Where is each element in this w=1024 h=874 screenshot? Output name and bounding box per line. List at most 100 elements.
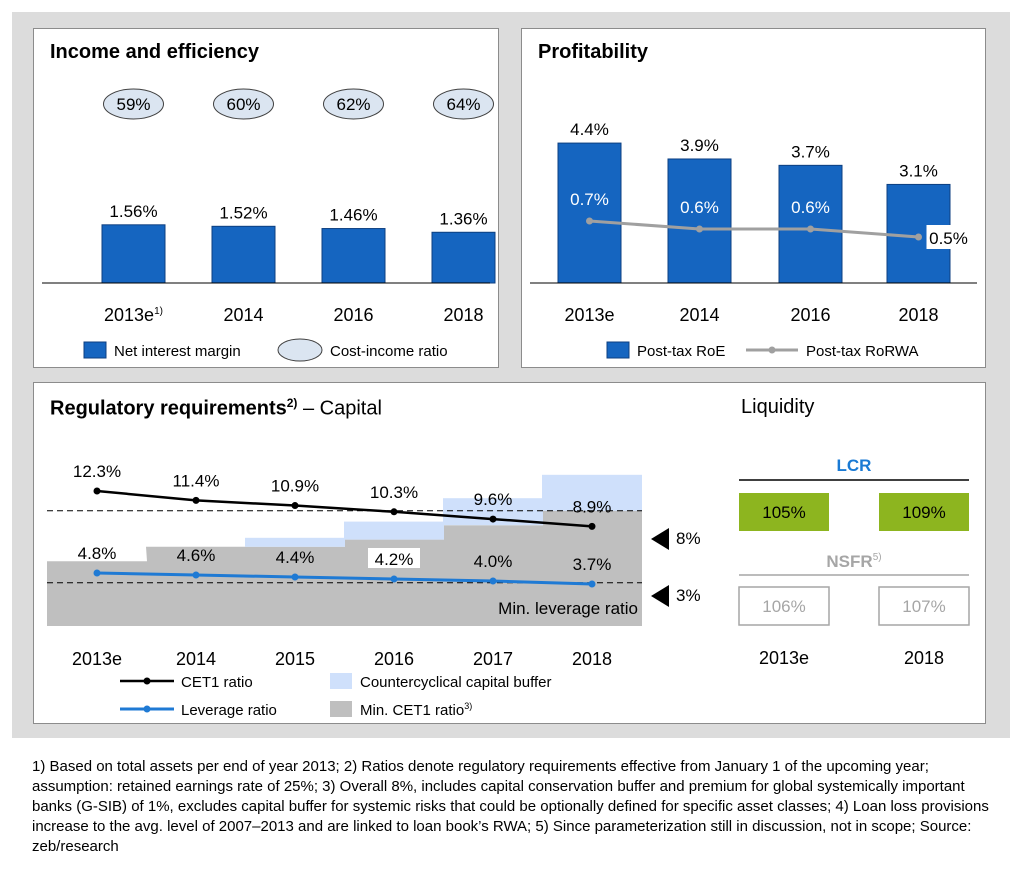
x-tick-label: 2013e1) xyxy=(104,305,163,325)
legend-rorwa-marker xyxy=(768,346,776,354)
cet1-value-label: 10.3% xyxy=(370,483,418,502)
cet1-point xyxy=(192,496,200,504)
cost-income-oval xyxy=(213,88,274,120)
x-tick-label: 2018 xyxy=(898,305,938,325)
x-tick-label: 2013e xyxy=(72,649,122,669)
cet1-point xyxy=(588,522,596,530)
leverage-value-label: 4.8% xyxy=(78,544,117,563)
income-efficiency-panel: Income and efficiency 59% 1.56% 2013e1) 60%… xyxy=(33,28,499,368)
arrow-3 xyxy=(651,585,669,607)
cet1-value-label: 11.4% xyxy=(173,471,220,490)
leverage-point xyxy=(489,577,497,585)
legend-cet1-label: CET1 ratio xyxy=(181,674,253,691)
nsfr-footnote: 5) xyxy=(873,552,882,563)
x-tick-label: 2014 xyxy=(176,649,216,669)
nim-bar xyxy=(431,231,496,284)
regulatory-panel: Regulatory requirements2) – Capital Liqu… xyxy=(33,382,986,724)
nsfr-value: 107% xyxy=(902,597,945,616)
legend-ccb-swatch xyxy=(330,673,352,689)
x-tick-label: 2014 xyxy=(679,305,719,325)
leverage-value-label: 4.0% xyxy=(474,552,513,571)
nim-bar xyxy=(211,225,276,284)
legend-min-cet1-swatch xyxy=(330,701,352,717)
cost-income-oval xyxy=(433,88,494,120)
regulatory-title-sup: 2) xyxy=(286,396,298,410)
leverage-point xyxy=(588,580,596,588)
liquidity-title: Liquidity xyxy=(741,396,815,418)
lcr-value: 105% xyxy=(762,503,805,522)
threshold-3-label: 3% xyxy=(676,586,701,605)
legend-min-cet1-footnote: 3) xyxy=(464,701,472,711)
liquidity-year-label: 2018 xyxy=(904,648,944,668)
legend-leverage-label: Leverage ratio xyxy=(181,702,277,719)
rorwa-label-bg xyxy=(926,225,971,249)
roe-value-label: 3.9% xyxy=(680,136,719,155)
roe-bar xyxy=(667,158,732,284)
legend-rorwa-label: Post-tax RoRWA xyxy=(806,343,919,360)
cost-income-label: 60% xyxy=(226,95,260,114)
countercyclical-buffer-area xyxy=(344,521,444,540)
legend-cet1-marker xyxy=(143,677,151,685)
regulatory-title-rest: – Capital xyxy=(302,397,382,420)
cet1-point xyxy=(93,487,101,495)
footnote: 1) Based on total assets per end of year… xyxy=(32,758,989,855)
cet1-line xyxy=(96,489,593,528)
x-tick-label: 2016 xyxy=(790,305,830,325)
cost-income-label: 59% xyxy=(116,95,150,114)
legend-cir-label: Cost-income ratio xyxy=(330,343,448,360)
leverage-point xyxy=(291,573,299,581)
liquidity-year-label: 2013e xyxy=(759,648,809,668)
roe-value-label: 3.1% xyxy=(899,161,938,180)
x-tick-footnote: 1) xyxy=(154,306,163,317)
leverage-point xyxy=(390,575,398,583)
legend-nim-swatch xyxy=(83,341,107,359)
legend-ccb-label: Countercyclical capital buffer xyxy=(360,674,551,691)
nim-value-label: 1.52% xyxy=(219,203,267,222)
cost-income-oval xyxy=(103,88,164,120)
roe-bar xyxy=(778,164,843,284)
cet1-point xyxy=(489,515,497,523)
rorwa-point xyxy=(696,225,703,233)
x-tick-label: 2018 xyxy=(572,649,612,669)
regulatory-title: Regulatory requirements2) – Capital xyxy=(50,396,382,421)
cost-income-label: 62% xyxy=(336,95,370,114)
rorwa-value-label: 0.6% xyxy=(680,198,719,217)
legend-nim-label: Net interest margin xyxy=(114,343,241,360)
nim-value-label: 1.56% xyxy=(109,202,157,221)
lcr-value-box xyxy=(879,493,969,531)
profitability-panel: Profitability 4.4% 2013e 3.9% 2014 3.7% 2016 3… xyxy=(521,28,986,368)
cet1-value-label: 12.3% xyxy=(73,462,121,481)
regulatory-chart: Min. leverage ratio 8% 3% 12.3% 11.4% 10.9% 10… xyxy=(47,456,970,719)
nim-value-label: 1.36% xyxy=(439,209,487,228)
rorwa-point xyxy=(807,225,814,233)
legend-roe-label: Post-tax RoE xyxy=(637,343,725,360)
x-tick-label: 2016 xyxy=(333,305,373,325)
x-tick-label: 2014 xyxy=(223,305,263,325)
roe-value-label: 3.7% xyxy=(791,142,830,161)
roe-value-label: 4.4% xyxy=(570,120,609,139)
x-tick-label: 2016 xyxy=(374,649,414,669)
cet1-value-label: 9.6% xyxy=(474,490,513,509)
leverage-label-bg xyxy=(368,548,420,568)
threshold-8-label: 8% xyxy=(676,529,701,548)
lcr-value-box xyxy=(739,493,829,531)
rorwa-point xyxy=(915,233,922,241)
cet1-value-label: 8.9% xyxy=(573,497,612,516)
countercyclical-buffer-area xyxy=(245,537,345,547)
profitability-title: Profitability xyxy=(538,41,649,63)
min-cet1-area xyxy=(47,510,642,626)
nim-bar xyxy=(101,224,166,284)
lcr-value: 109% xyxy=(902,503,945,522)
nim-bar xyxy=(321,228,386,284)
nim-value-label: 1.46% xyxy=(329,206,377,225)
rorwa-value-label: 0.6% xyxy=(791,198,830,217)
cet1-value-label: 10.9% xyxy=(271,477,319,496)
nsfr-value: 106% xyxy=(762,597,805,616)
legend-cir-swatch xyxy=(277,338,323,362)
leverage-value-label: 4.4% xyxy=(276,548,315,567)
legend-leverage-marker xyxy=(143,705,151,713)
nsfr-value-box xyxy=(878,586,970,626)
rorwa-point xyxy=(586,217,593,225)
x-tick-label: 2013e xyxy=(564,305,614,325)
regulatory-title-bold: Regulatory requirements xyxy=(50,397,287,420)
